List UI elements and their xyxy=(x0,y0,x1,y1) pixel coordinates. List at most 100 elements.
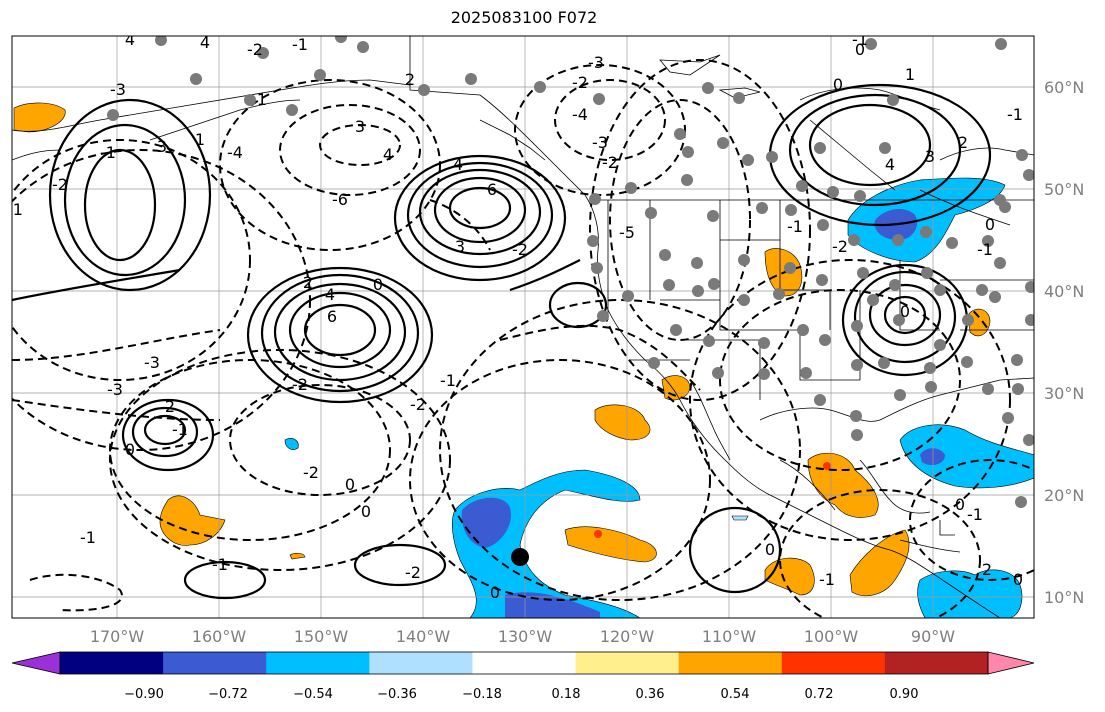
colorbar xyxy=(11,651,1035,675)
contour-label: -3 xyxy=(588,53,604,72)
contour-label: -2 xyxy=(602,153,618,172)
contour-label: 6 xyxy=(327,307,337,326)
shaded-region xyxy=(159,495,226,546)
contour-label: -1 xyxy=(292,35,308,54)
shaded-region xyxy=(289,552,306,560)
contour-label: -2 xyxy=(52,175,68,194)
contour-label: 2 xyxy=(303,273,313,292)
shaded-region xyxy=(505,592,600,618)
contour-label: 1 xyxy=(257,90,267,109)
shaded-anomaly-regions xyxy=(13,102,1034,618)
shaded-region xyxy=(564,526,657,563)
colorbar-tick-label: −0.90 xyxy=(124,687,164,702)
contour-label: -3 xyxy=(110,80,126,99)
lat-label: 40°N xyxy=(1044,282,1084,301)
lat-label: 30°N xyxy=(1044,384,1084,403)
shaded-region xyxy=(967,308,991,337)
contour-label: -1 xyxy=(172,420,188,439)
contour-label: -1 xyxy=(7,200,23,219)
contour-label: 2 xyxy=(958,133,968,152)
lon-label: 120°W xyxy=(600,627,655,646)
contour-label: 1 xyxy=(195,130,205,149)
contour-label: 4 xyxy=(383,145,393,164)
lat-label: 10°N xyxy=(1044,588,1084,607)
contour-label: 2 xyxy=(982,560,992,579)
map-gridlines xyxy=(12,36,1034,618)
contour-label: 0 xyxy=(345,475,355,494)
contour-label: 0 xyxy=(900,302,910,321)
shaded-region xyxy=(13,102,66,133)
contour-label: -1 xyxy=(967,505,983,524)
contour-label: 2 xyxy=(165,397,175,416)
colorbar-frame xyxy=(59,651,989,675)
contour-label: -4 xyxy=(572,105,588,124)
colorbar-segment xyxy=(678,652,783,674)
contour-label: 0 xyxy=(833,75,843,94)
shaded-region xyxy=(594,530,602,538)
contour-label: 3 xyxy=(455,237,465,256)
contour-label: -6 xyxy=(332,190,348,209)
shaded-region xyxy=(849,529,910,596)
longitude-axis: 170°W 160°W 150°W 140°W 130°W 120°W 110°… xyxy=(90,627,955,646)
colorbar-tick-label: −0.36 xyxy=(377,687,417,702)
lon-label: 130°W xyxy=(498,627,553,646)
lon-label: 140°W xyxy=(396,627,451,646)
contour-label: 0 xyxy=(490,583,500,602)
contour-label: 6 xyxy=(487,180,497,199)
contour-label: -2 xyxy=(572,73,588,92)
contour-label: 0 xyxy=(125,440,135,459)
lat-label: 20°N xyxy=(1044,486,1084,505)
shaded-region xyxy=(917,569,1023,618)
contour-label: -1 xyxy=(852,30,868,49)
contour-label: -2 xyxy=(247,40,263,59)
contour-label: 0 xyxy=(985,215,995,234)
contour-label: -5 xyxy=(619,223,635,242)
colorbar-tick-label: −0.18 xyxy=(462,687,502,702)
contour-label: 4 xyxy=(125,30,135,49)
map-frame xyxy=(11,35,1035,619)
contour-label: -3 xyxy=(107,380,123,399)
colorbar-segment xyxy=(369,652,473,674)
colorbar-segment xyxy=(884,652,989,674)
lon-label: 150°W xyxy=(294,627,349,646)
contour-label: 0 xyxy=(855,40,865,59)
shaded-region xyxy=(284,438,299,450)
colorbar-tick-label: 0.90 xyxy=(890,687,919,702)
contour-label: 0 xyxy=(765,540,775,559)
colorbar-tick-label: 0.72 xyxy=(805,687,834,702)
colorbar-segment xyxy=(60,652,164,674)
lat-label: 50°N xyxy=(1044,180,1084,199)
contour-label: 3 xyxy=(925,147,935,166)
contour-label: -2 xyxy=(405,563,421,582)
colorbar-segment xyxy=(266,652,370,674)
contour-label: 4 xyxy=(325,285,335,304)
shaded-region xyxy=(461,497,511,548)
contour-labels: 4 4 -2 -12-1-2-31-1 3 -434-61-2-346-2-4-5-3-1… xyxy=(7,30,1023,602)
latitude-axis: 60°N 50°N 40°N 30°N 20°N 10°N xyxy=(1044,78,1084,607)
contour-label: 4 xyxy=(453,155,463,174)
colorbar-segment xyxy=(781,652,886,674)
lon-label: 100°W xyxy=(804,627,859,646)
contour-label: -4 xyxy=(227,143,243,162)
dashed-contours xyxy=(12,59,1034,618)
contour-label: -3 xyxy=(144,353,160,372)
contour-label: -2 xyxy=(303,463,319,482)
colorbar-segment xyxy=(575,652,680,674)
contour-label: 3 xyxy=(355,117,365,136)
colorbar-tick-label: 0.18 xyxy=(552,687,581,702)
colorbar-tick-label: 0.36 xyxy=(636,687,665,702)
contour-label: 3 xyxy=(157,137,167,156)
contour-label: 0 xyxy=(1013,570,1023,589)
contour-label: 0 xyxy=(361,502,371,521)
contour-label: -1 xyxy=(1007,105,1023,124)
contour-label: -1 xyxy=(787,217,803,236)
contour-label: 1 xyxy=(905,65,915,84)
contour-label: -1 xyxy=(440,371,456,390)
colorbar-segment xyxy=(472,652,577,674)
location-marker xyxy=(511,548,529,566)
shaded-region xyxy=(594,404,651,441)
observation-stations xyxy=(107,36,1034,508)
colorbar-tick-label: 0.54 xyxy=(721,687,750,702)
contour-label: -1 xyxy=(100,143,116,162)
colorbar-extend-low xyxy=(11,651,61,675)
